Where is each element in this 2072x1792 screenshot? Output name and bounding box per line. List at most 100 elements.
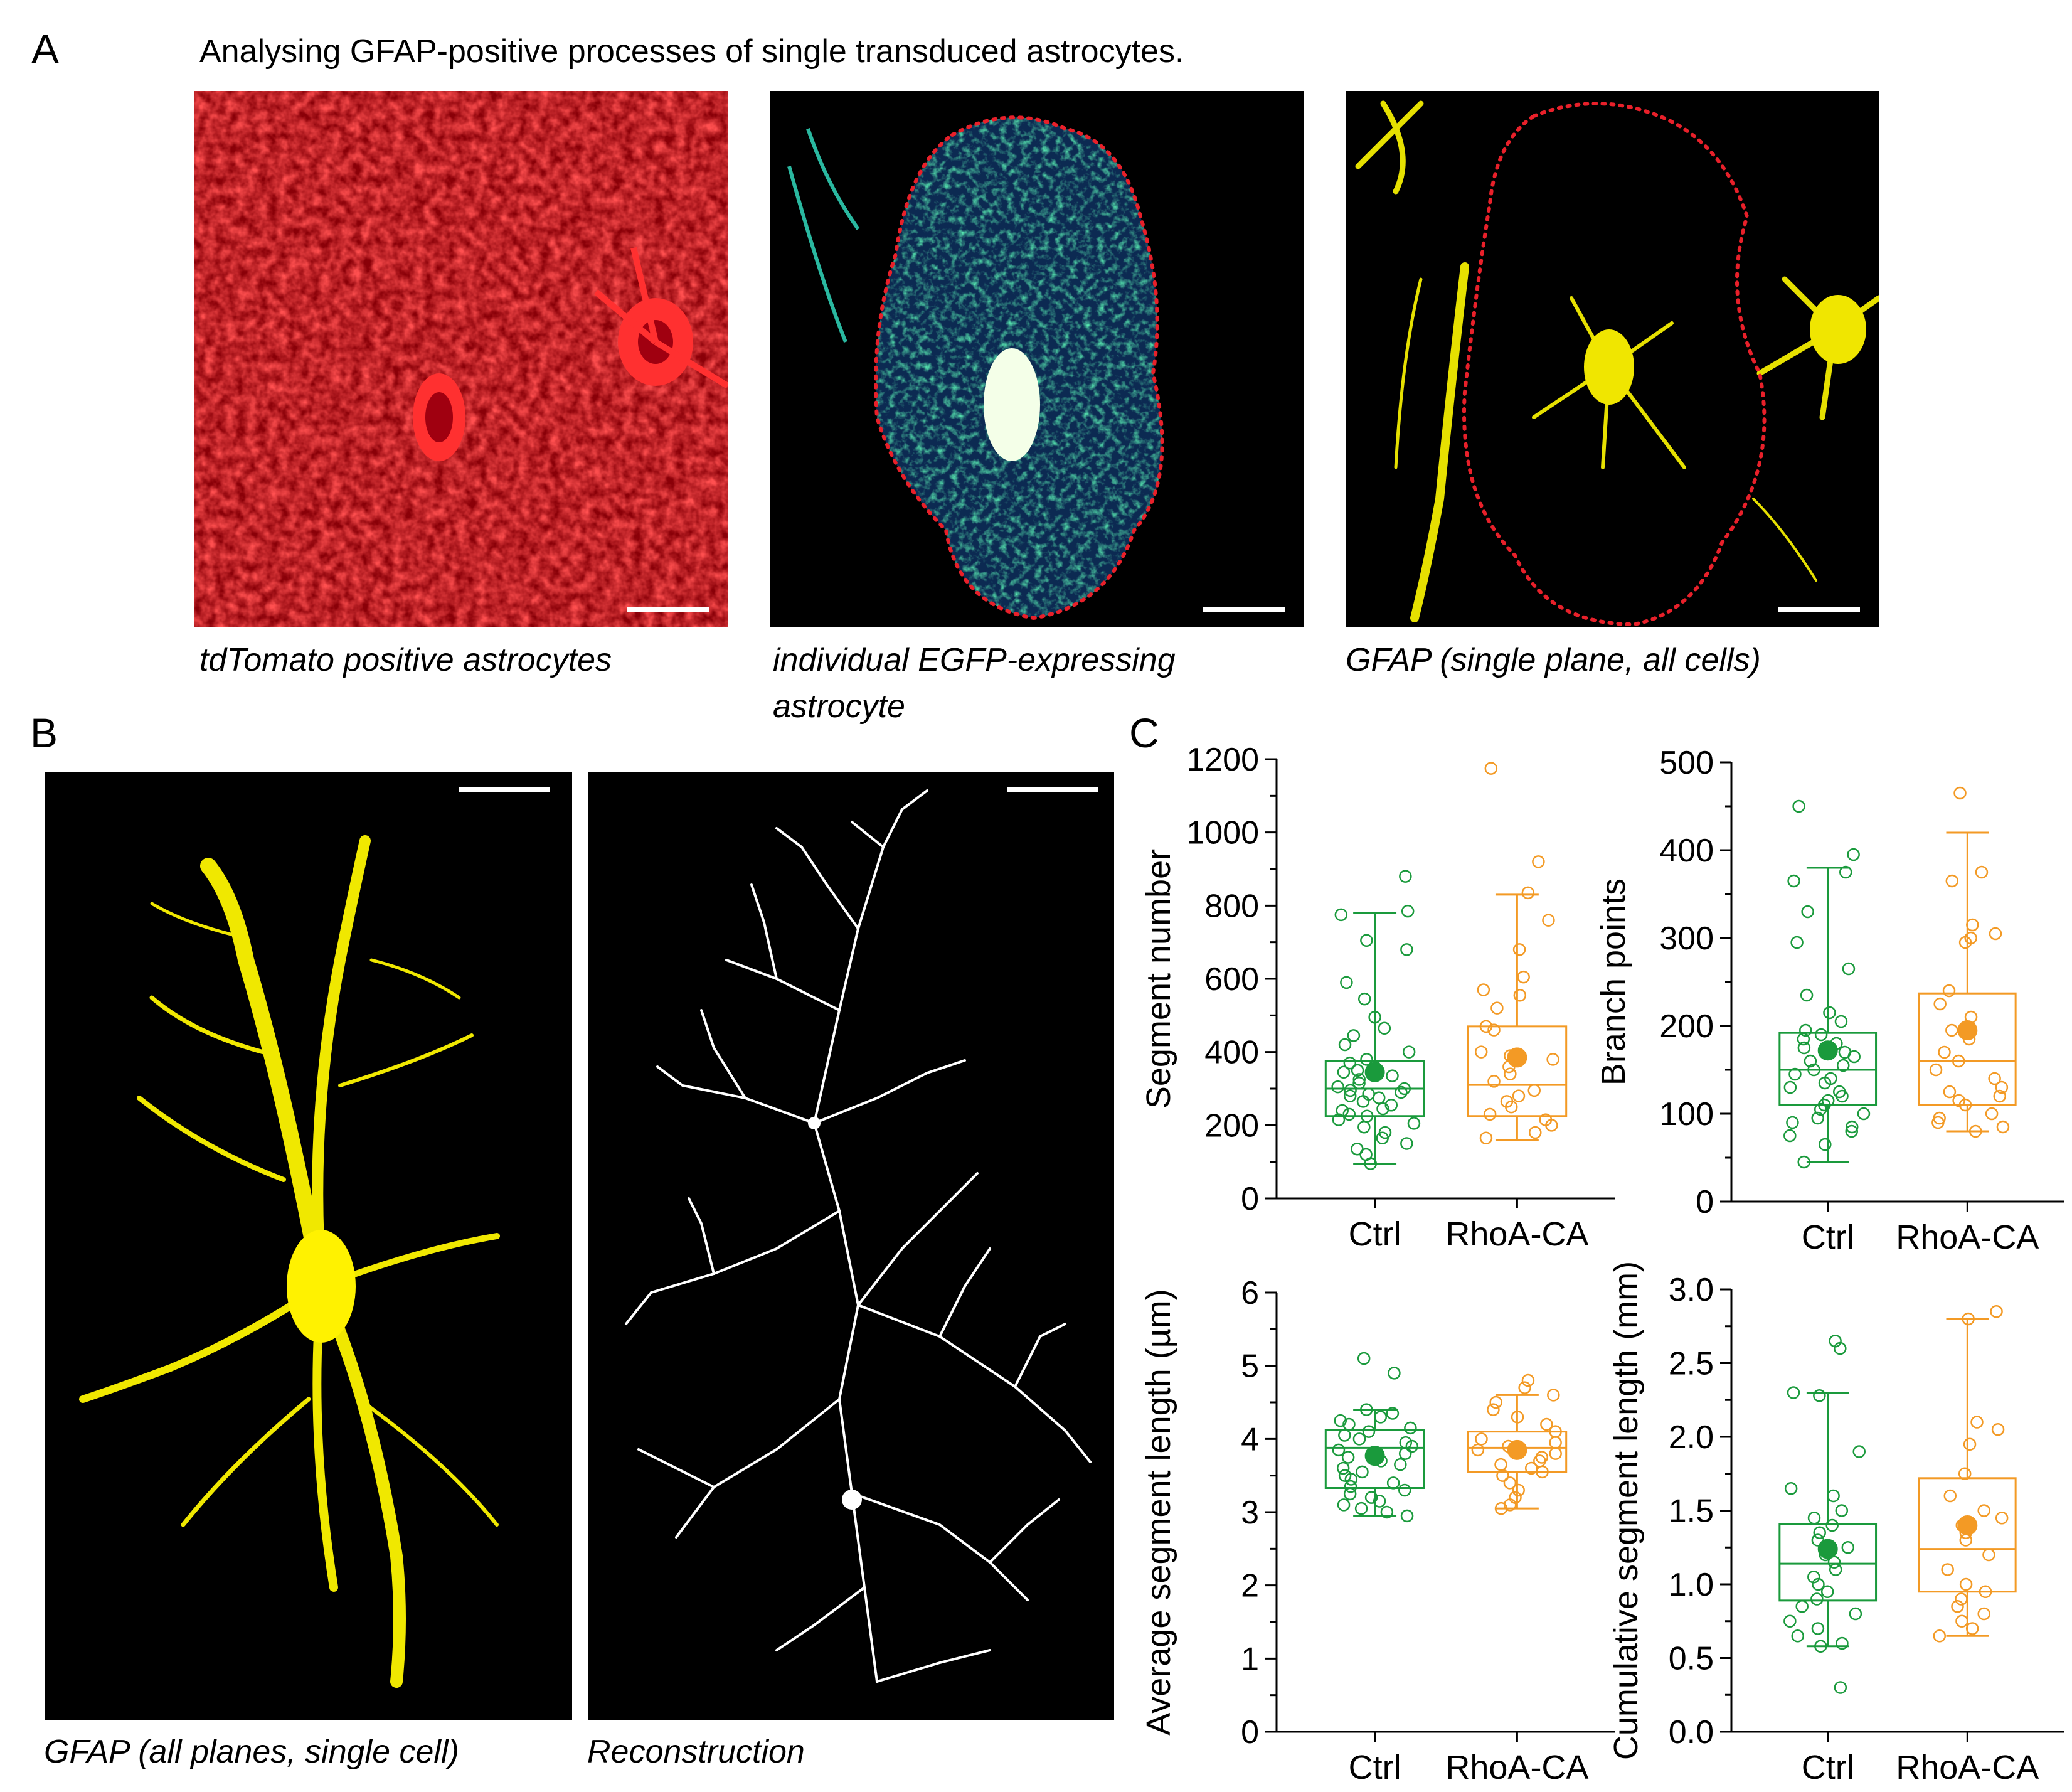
data-point <box>1812 1577 1825 1591</box>
data-point <box>1813 1389 1826 1402</box>
gfap-single-plane-micrograph <box>1346 91 1879 627</box>
mean-marker <box>1817 1040 1838 1061</box>
data-point <box>1399 870 1412 883</box>
data-point <box>1968 1124 1982 1138</box>
data-point <box>1990 1305 2003 1318</box>
data-point <box>1484 762 1498 775</box>
data-point <box>1400 1137 1413 1150</box>
y-tick-label: 400 <box>1659 833 1714 869</box>
data-point <box>1334 1414 1347 1427</box>
data-point <box>1337 1065 1351 1079</box>
data-point <box>1357 1352 1371 1365</box>
data-point <box>1487 1023 1501 1037</box>
data-point <box>1995 1512 2009 1525</box>
y-tick-label: 3.0 <box>1669 1272 1714 1308</box>
y-tick-label: 0 <box>1241 1714 1259 1751</box>
data-point <box>1504 1067 1517 1080</box>
data-point <box>1331 1080 1344 1094</box>
data-point <box>1977 1607 1990 1621</box>
data-point <box>1996 1120 2010 1134</box>
y-axis-label: Average segment length (µm) <box>1140 1289 1177 1735</box>
data-point <box>1394 1458 1407 1471</box>
data-point <box>1849 1607 1862 1621</box>
data-point <box>1384 1099 1398 1112</box>
reconstruction-image <box>588 772 1114 1720</box>
data-point <box>1827 1489 1840 1503</box>
y-tick-label: 1.0 <box>1669 1567 1714 1603</box>
data-point <box>1941 1563 1954 1576</box>
mean-marker <box>1817 1539 1838 1559</box>
y-tick-label: 4 <box>1241 1421 1259 1458</box>
y-tick-label: 5 <box>1241 1348 1259 1385</box>
data-point <box>1494 1501 1508 1515</box>
y-tick-label: 0.5 <box>1669 1641 1714 1677</box>
data-point <box>1376 1131 1389 1144</box>
data-point <box>1494 1458 1507 1471</box>
tdtomato-caption: tdTomato positive astrocytes <box>199 642 612 678</box>
data-point <box>1933 1629 1947 1643</box>
data-point <box>1376 1102 1389 1116</box>
data-point <box>1521 1373 1535 1387</box>
data-point <box>1344 1480 1357 1493</box>
data-point <box>1979 1585 1992 1598</box>
x-tick-label: RhoA-CA <box>1896 1219 2039 1256</box>
data-point <box>1503 1476 1517 1490</box>
data-point <box>1490 1001 1504 1015</box>
data-point <box>1357 1121 1371 1134</box>
data-point <box>1545 1119 1558 1132</box>
data-point <box>1959 1577 1973 1591</box>
x-tick-label: Ctrl <box>1349 1215 1401 1253</box>
mean-marker <box>1507 1439 1527 1460</box>
data-point <box>1352 1432 1366 1446</box>
data-point <box>1807 1571 1820 1584</box>
y-tick-label: 400 <box>1204 1035 1259 1071</box>
data-point <box>1847 1050 1861 1064</box>
data-point <box>1790 936 1804 949</box>
data-point <box>1982 1548 1995 1562</box>
data-point <box>1814 1102 1827 1116</box>
data-point <box>1786 1116 1799 1129</box>
y-tick-label: 800 <box>1204 888 1259 924</box>
data-point <box>1820 1585 1834 1598</box>
data-point <box>1955 1614 1968 1628</box>
data-point <box>1788 1067 1802 1081</box>
data-point <box>1388 1367 1401 1380</box>
data-point <box>1360 1403 1373 1416</box>
data-point <box>1958 936 1972 949</box>
data-point <box>1857 1107 1871 1121</box>
data-point <box>1818 1098 1831 1112</box>
box <box>1467 1431 1568 1473</box>
data-point <box>1834 1341 1847 1355</box>
x-tick-label: Ctrl <box>1349 1749 1401 1786</box>
data-point <box>1352 1073 1366 1086</box>
reconstruction-caption: Reconstruction <box>587 1734 805 1770</box>
data-point <box>1357 992 1371 1006</box>
data-point <box>1549 1447 1562 1460</box>
y-tick-label: 1200 <box>1186 742 1259 778</box>
y-tick-label: 0 <box>1241 1181 1259 1217</box>
y-tick-label: 1 <box>1241 1641 1259 1677</box>
data-point <box>1471 1443 1485 1457</box>
data-point <box>1360 934 1373 947</box>
data-point <box>1988 1072 2001 1085</box>
data-point <box>1521 886 1535 900</box>
data-point <box>1401 904 1415 918</box>
data-point <box>1799 1023 1812 1037</box>
x-tick-label: RhoA-CA <box>1445 1215 1588 1253</box>
data-point <box>1386 1069 1399 1082</box>
data-point <box>1953 786 1967 800</box>
data-point <box>1532 855 1545 868</box>
data-point <box>1496 1469 1509 1482</box>
gfap-single-plane-caption: GFAP (single plane, all cells) <box>1346 642 1761 678</box>
data-point <box>1479 1020 1493 1033</box>
data-point <box>1845 1120 1859 1134</box>
data-point <box>1989 927 2002 941</box>
data-point <box>1931 1116 1945 1129</box>
data-point <box>1334 908 1348 922</box>
y-axis-label: Cumulative segment length (mm) <box>1607 1261 1645 1760</box>
data-point <box>1965 1622 1979 1635</box>
data-point <box>1813 1526 1827 1539</box>
data-point <box>1512 1483 1525 1497</box>
panel-letter-a: A <box>31 26 60 72</box>
data-point <box>1356 1095 1370 1108</box>
